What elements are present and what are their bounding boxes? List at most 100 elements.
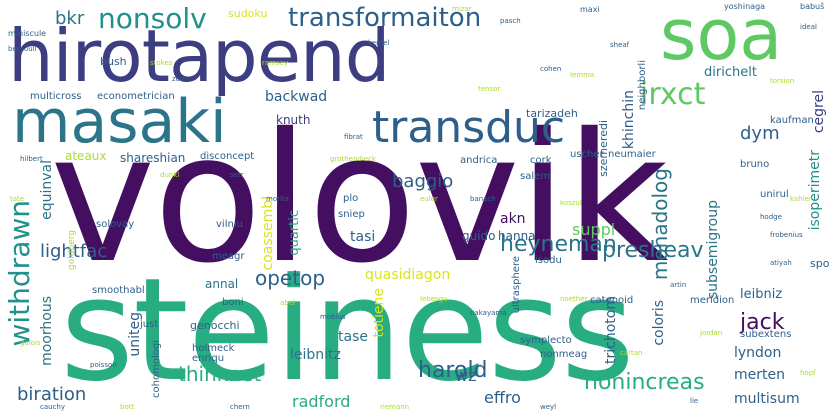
word-pasch: pasch xyxy=(500,17,521,25)
word-dirichelt: dirichelt xyxy=(704,65,757,80)
word-isodu: isodu xyxy=(535,255,562,266)
word-grothendieck: grothendieck xyxy=(330,155,376,163)
word-galois: galois xyxy=(20,339,41,347)
word-nonsolv: nonsolv xyxy=(98,2,207,35)
word-meridion: meridion xyxy=(690,295,735,306)
word-soa: soa xyxy=(660,0,783,76)
word-symplecto: symplecto xyxy=(520,335,572,346)
word-transformaiton: transformaiton xyxy=(288,3,482,33)
word-poisson: poisson xyxy=(90,361,117,369)
word-suppl: suppl xyxy=(572,220,616,239)
word-tate: tate xyxy=(10,195,25,203)
word-bush: bush xyxy=(100,55,127,68)
word-torsion: torsion xyxy=(770,77,795,85)
word-masaki: masaki xyxy=(12,87,227,157)
word-banach: banach xyxy=(470,195,496,203)
word-cartan: cartan xyxy=(620,349,643,357)
word-irxct: irxct xyxy=(640,77,706,112)
word-multisum: multisum xyxy=(734,391,800,407)
word-dym: dym xyxy=(740,123,780,144)
word-ateaux: ateaux xyxy=(65,149,107,163)
word-genocchi: genocchi xyxy=(190,319,240,332)
word-spo: spo xyxy=(810,257,830,270)
word-merten: merten xyxy=(734,367,785,383)
word-withdrawn: withdrawn xyxy=(3,200,36,347)
word-baggio: baggio xyxy=(392,171,454,192)
word-solovay: solovay xyxy=(96,219,135,230)
word-boni: boni xyxy=(222,297,244,308)
word-just: just xyxy=(140,319,159,330)
word-cegrel: cegrel xyxy=(811,90,827,134)
word-tasi: tasi xyxy=(350,229,376,245)
word-unirul: unirul xyxy=(760,189,789,200)
word-neumaier: neumaier xyxy=(608,149,656,160)
word-zorn: zorn xyxy=(172,75,188,83)
word-goldberg: goldberg xyxy=(67,230,77,270)
word-quasidiagon: quasidiagon xyxy=(365,267,451,283)
word-kaufman: kaufman xyxy=(770,115,814,126)
word-presheav: presheav xyxy=(602,238,704,263)
word-lebesgu: lebesgu xyxy=(420,295,448,303)
word-isoperimetr: isoperimetr xyxy=(807,150,823,231)
word-catenoid: catenoid xyxy=(590,295,634,306)
word-nonincreas: nonincreas xyxy=(584,370,705,395)
word-radford: radford xyxy=(292,392,351,411)
word-jack: jack xyxy=(740,310,785,335)
word-leibnitz: leibnitz xyxy=(290,347,341,363)
word-effro: effro xyxy=(484,388,521,407)
word-chern: chern xyxy=(230,403,250,411)
word-equinval: equinval xyxy=(39,160,55,220)
word-hanna: hanna xyxy=(498,229,536,243)
word-bkr: bkr xyxy=(55,8,85,29)
word-neighborli: neighborli xyxy=(637,60,648,111)
word-subsemigroup: subsemigroup xyxy=(705,200,721,300)
word-wz: wz xyxy=(455,366,477,385)
word-kahler: kahler xyxy=(790,195,812,203)
word-khinchin: khinchin xyxy=(621,90,637,150)
word-dunkl: dunkl xyxy=(160,171,180,179)
word-sudoku: sudoku xyxy=(228,7,268,20)
word-atiyah: atiyah xyxy=(770,259,792,267)
word-knuth: knuth xyxy=(276,113,311,127)
word-andrica: andrica xyxy=(460,155,498,166)
word-ramsey: ramsey xyxy=(262,59,289,67)
word-bott: bott xyxy=(120,403,135,411)
word-annal: annal xyxy=(205,277,239,291)
word-coassembl: coassembl xyxy=(260,196,276,271)
word-yoshinaga: yoshinaga xyxy=(724,2,766,11)
word-akn: akn xyxy=(500,211,526,227)
word-sheaf: sheaf xyxy=(610,41,630,49)
word-tarizadeh: tarizadeh xyxy=(526,107,578,120)
word-totiene: totiene xyxy=(371,288,387,338)
word-leibniz: leibniz xyxy=(740,287,783,302)
word-trichotom: trichotom xyxy=(603,296,619,364)
word-stokes: stokes xyxy=(150,59,173,67)
word-steiness: steiness xyxy=(60,248,635,413)
word-biration: biration xyxy=(17,384,87,405)
word-lyndon: lyndon xyxy=(734,345,782,361)
word-heyneman: heyneman xyxy=(500,232,617,257)
word-kernel: kernel xyxy=(368,39,390,47)
word-bruno: bruno xyxy=(740,159,770,170)
word-econometrician: econometrician xyxy=(97,91,175,102)
word-quartic: quartic xyxy=(287,210,302,256)
word-maxi: maxi xyxy=(580,5,600,14)
word-hirotapend: hirotapend xyxy=(8,14,390,98)
word-serr: serr xyxy=(230,171,244,179)
word-opetop: opetop xyxy=(255,266,326,290)
word-shareshian: shareshian xyxy=(120,151,186,165)
word-nakayama: nakayama xyxy=(470,309,507,317)
word-bernoull: bernoull xyxy=(8,45,37,53)
word-weyl: weyl xyxy=(540,403,557,411)
word-multicross: multicross xyxy=(30,91,82,102)
word-vilniu: vilniu xyxy=(216,219,243,230)
word-volovik: volovik xyxy=(50,95,668,302)
word-transduc: transduc xyxy=(372,102,566,153)
word-morita: morita xyxy=(266,195,289,203)
word-ultrasphere: ultrasphere xyxy=(511,256,522,314)
word-babus: babuš xyxy=(800,2,825,11)
word-cohen: cohen xyxy=(540,65,562,73)
word-uscher: uscher xyxy=(570,149,604,160)
word-cohomologi: cohomologi xyxy=(151,340,162,398)
